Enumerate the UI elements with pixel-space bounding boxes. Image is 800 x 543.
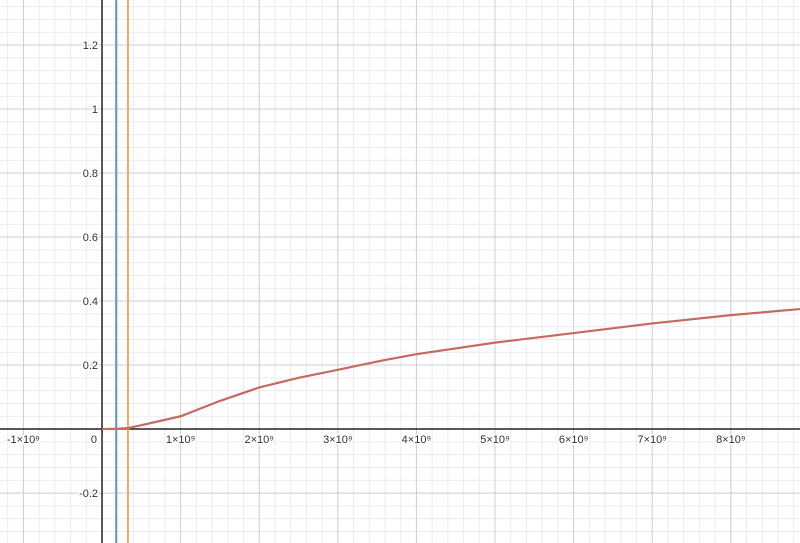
- x-tick-label: 1×10⁹: [166, 434, 196, 446]
- x-tick-label: 3×10⁹: [323, 434, 353, 446]
- y-tick-label: 0.8: [83, 168, 98, 180]
- x-tick-label: 5×10⁹: [480, 434, 510, 446]
- x-tick-label: 4×10⁹: [402, 434, 432, 446]
- x-tick-label: -1×10⁹: [7, 434, 40, 446]
- y-tick-label: 1.2: [83, 40, 98, 52]
- y-tick-label: 0.4: [83, 296, 98, 308]
- y-tick-label: 0.2: [83, 360, 98, 372]
- origin-label: 0: [91, 434, 97, 446]
- x-tick-label: 8×10⁹: [716, 434, 746, 446]
- y-tick-label: 0.6: [83, 232, 98, 244]
- y-tick-label: -0.2: [79, 488, 98, 500]
- curve: [102, 307, 800, 431]
- x-tick-label: 2×10⁹: [244, 434, 274, 446]
- x-tick-label: 6×10⁹: [559, 434, 589, 446]
- x-tick-label: 7×10⁹: [637, 434, 667, 446]
- y-tick-label: 1: [92, 104, 98, 116]
